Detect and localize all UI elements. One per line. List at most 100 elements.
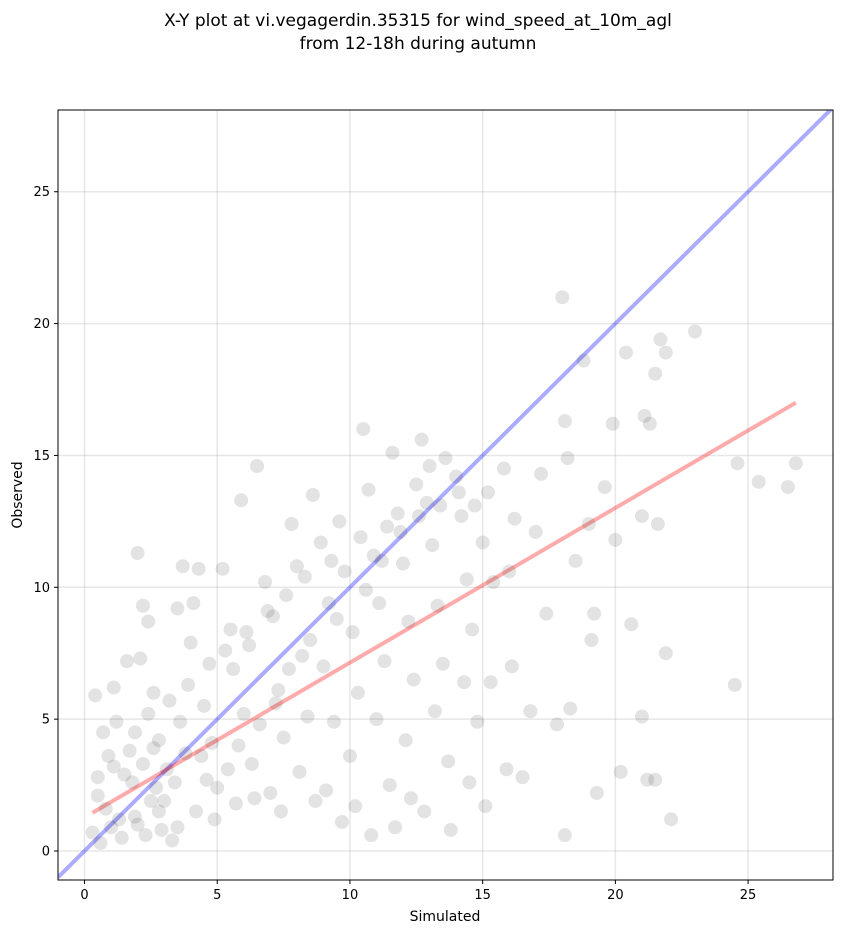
data-point bbox=[292, 764, 307, 779]
data-point bbox=[273, 804, 288, 819]
data-point bbox=[563, 701, 578, 716]
data-point bbox=[138, 828, 153, 843]
x-tick-label: 0 bbox=[80, 888, 88, 903]
y-axis-label: Observed bbox=[10, 461, 26, 528]
data-point bbox=[117, 767, 132, 782]
data-point bbox=[560, 451, 575, 466]
data-point bbox=[441, 754, 456, 769]
data-point bbox=[348, 799, 363, 814]
data-point bbox=[557, 414, 572, 429]
grid-layer bbox=[58, 110, 833, 880]
data-point bbox=[523, 704, 538, 719]
data-point bbox=[300, 709, 315, 724]
data-point bbox=[433, 498, 448, 513]
plot-frame bbox=[57, 109, 834, 881]
data-point bbox=[417, 804, 432, 819]
data-point bbox=[183, 635, 198, 650]
data-point bbox=[504, 659, 519, 674]
data-point bbox=[159, 762, 174, 777]
data-point bbox=[361, 482, 376, 497]
data-point bbox=[204, 735, 219, 750]
data-point bbox=[727, 677, 742, 692]
data-point bbox=[640, 772, 655, 787]
data-point bbox=[327, 714, 342, 729]
data-point bbox=[597, 480, 612, 495]
data-point bbox=[181, 677, 196, 692]
data-point bbox=[258, 575, 273, 590]
data-point bbox=[202, 656, 217, 671]
data-point bbox=[154, 822, 169, 837]
data-point bbox=[454, 509, 469, 524]
data-point bbox=[658, 646, 673, 661]
data-point bbox=[539, 606, 554, 621]
x-tick-label: 5 bbox=[213, 888, 221, 903]
data-point bbox=[350, 685, 365, 700]
data-point bbox=[324, 553, 339, 568]
data-point bbox=[605, 416, 620, 431]
data-point bbox=[268, 696, 283, 711]
data-point bbox=[496, 461, 511, 476]
data-point bbox=[443, 822, 458, 837]
data-point bbox=[316, 659, 331, 674]
data-point bbox=[226, 662, 241, 677]
data-point bbox=[393, 524, 408, 539]
y-tick-label: 0 bbox=[42, 844, 50, 859]
data-point bbox=[146, 741, 161, 756]
data-point bbox=[385, 445, 400, 460]
data-point bbox=[228, 796, 243, 811]
data-point bbox=[342, 749, 357, 764]
data-point bbox=[135, 598, 150, 613]
fit-lines-layer bbox=[58, 110, 833, 879]
data-point bbox=[648, 366, 663, 381]
data-point bbox=[427, 704, 442, 719]
data-point bbox=[358, 582, 373, 597]
data-point bbox=[364, 828, 379, 843]
data-point bbox=[780, 480, 795, 495]
data-point bbox=[337, 564, 352, 579]
data-point bbox=[587, 606, 602, 621]
points-layer bbox=[85, 290, 803, 851]
data-point bbox=[101, 749, 116, 764]
data-point bbox=[122, 743, 137, 758]
data-point bbox=[242, 638, 257, 653]
data-point bbox=[486, 575, 501, 590]
data-point bbox=[271, 683, 286, 698]
y-tick-label: 15 bbox=[33, 449, 50, 464]
data-point bbox=[196, 698, 211, 713]
data-point bbox=[462, 775, 477, 790]
data-point bbox=[133, 651, 148, 666]
data-point bbox=[191, 561, 206, 576]
data-point bbox=[223, 622, 238, 637]
data-point bbox=[175, 559, 190, 574]
data-point bbox=[146, 685, 161, 700]
data-point bbox=[106, 759, 121, 774]
data-point bbox=[576, 353, 591, 368]
data-point bbox=[499, 762, 514, 777]
data-point bbox=[457, 675, 472, 690]
data-point bbox=[127, 809, 142, 824]
data-point bbox=[459, 572, 474, 587]
data-point bbox=[109, 714, 124, 729]
data-point bbox=[653, 332, 668, 347]
data-point bbox=[687, 324, 702, 339]
data-point bbox=[613, 764, 628, 779]
data-point bbox=[210, 780, 225, 795]
data-point bbox=[419, 495, 434, 510]
data-point bbox=[451, 485, 466, 500]
data-point bbox=[664, 812, 679, 827]
data-point bbox=[130, 546, 145, 561]
data-point bbox=[199, 772, 214, 787]
data-point bbox=[135, 756, 150, 771]
chart-title: X-Y plot at vi.vegagerdin.35315 for wind… bbox=[164, 11, 672, 54]
data-point bbox=[568, 553, 583, 568]
data-point bbox=[218, 643, 233, 658]
data-point bbox=[549, 717, 564, 732]
data-point bbox=[112, 812, 127, 827]
data-point bbox=[106, 680, 121, 695]
data-point bbox=[143, 793, 158, 808]
data-point bbox=[231, 738, 246, 753]
data-point bbox=[244, 756, 259, 771]
data-point bbox=[157, 793, 172, 808]
data-point bbox=[178, 746, 193, 761]
data-point bbox=[388, 820, 403, 835]
